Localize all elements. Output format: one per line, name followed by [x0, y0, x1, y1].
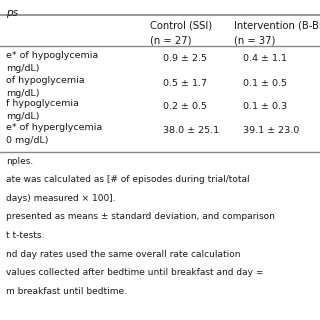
Text: 39.1 ± 23.0: 39.1 ± 23.0: [243, 126, 300, 135]
Text: 0.1 ± 0.3: 0.1 ± 0.3: [243, 102, 287, 111]
Text: presented as means ± standard deviation, and comparison: presented as means ± standard deviation,…: [6, 212, 275, 221]
Text: f hypoglycemia: f hypoglycemia: [6, 99, 79, 108]
Text: m breakfast until bedtime.: m breakfast until bedtime.: [6, 287, 127, 296]
Text: 0.9 ± 2.5: 0.9 ± 2.5: [163, 54, 207, 63]
Text: mg/dL): mg/dL): [6, 89, 40, 98]
Text: e* of hypoglycemia: e* of hypoglycemia: [6, 51, 99, 60]
Text: days) measured × 100].: days) measured × 100].: [6, 194, 116, 203]
Text: (n = 27): (n = 27): [150, 35, 192, 45]
Text: 38.0 ± 25.1: 38.0 ± 25.1: [163, 126, 219, 135]
Text: (n = 37): (n = 37): [234, 35, 275, 45]
Text: of hypoglycemia: of hypoglycemia: [6, 76, 85, 85]
Text: mg/dL): mg/dL): [6, 112, 40, 121]
Text: 0.4 ± 1.1: 0.4 ± 1.1: [243, 54, 287, 63]
Text: 0.2 ± 0.5: 0.2 ± 0.5: [163, 102, 207, 111]
Text: 0.5 ± 1.7: 0.5 ± 1.7: [163, 79, 207, 88]
Text: Intervention (B-BI: Intervention (B-BI: [234, 21, 320, 31]
Text: t t-tests.: t t-tests.: [6, 231, 45, 240]
Text: 0 mg/dL): 0 mg/dL): [6, 136, 49, 145]
Text: values collected after bedtime until breakfast and day =: values collected after bedtime until bre…: [6, 268, 264, 277]
Text: ate was calculated as [# of episodes during trial/total: ate was calculated as [# of episodes dur…: [6, 175, 250, 184]
Text: ps: ps: [6, 8, 18, 18]
Text: e* of hyperglycemia: e* of hyperglycemia: [6, 123, 103, 132]
Text: Control (SSI): Control (SSI): [150, 21, 212, 31]
Text: nd day rates used the same overall rate calculation: nd day rates used the same overall rate …: [6, 250, 241, 259]
Text: 0.1 ± 0.5: 0.1 ± 0.5: [243, 79, 287, 88]
Text: mg/dL): mg/dL): [6, 64, 40, 73]
Text: nples.: nples.: [6, 157, 34, 166]
